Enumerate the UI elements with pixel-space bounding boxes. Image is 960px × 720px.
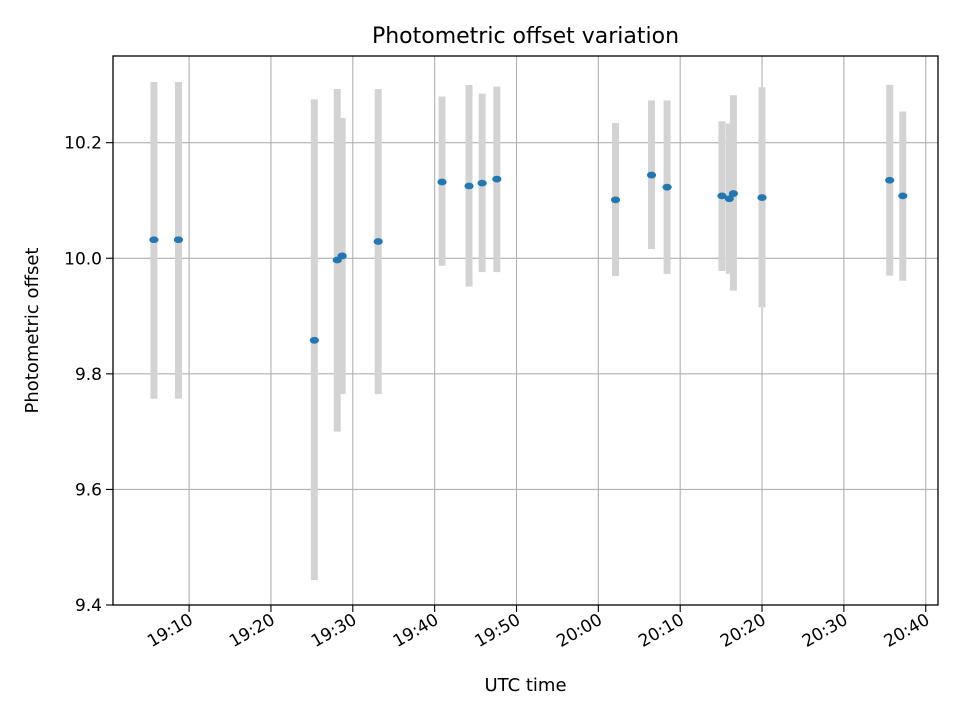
data-point xyxy=(757,194,767,201)
y-axis-label: Photometric offset xyxy=(22,248,43,414)
x-axis-label: UTC time xyxy=(484,675,566,696)
data-point xyxy=(309,336,319,344)
data-point xyxy=(717,192,727,200)
data-point xyxy=(492,175,502,183)
x-tick-label: 20:20 xyxy=(717,610,769,652)
y-tick-label: 9.4 xyxy=(75,596,102,616)
data-points xyxy=(149,171,908,344)
data-point xyxy=(646,171,657,179)
data-point xyxy=(898,192,908,200)
data-point xyxy=(662,183,672,191)
y-tick-label: 9.6 xyxy=(75,480,102,500)
x-tick-label: 19:30 xyxy=(308,610,360,652)
x-tick-label: 20:10 xyxy=(635,610,687,652)
x-tick-label: 20:40 xyxy=(881,610,933,652)
plot-frame xyxy=(112,55,939,606)
x-tick-label: 20:00 xyxy=(553,610,605,652)
x-tick-label: 19:50 xyxy=(472,610,524,652)
chart-title: Photometric offset variation xyxy=(372,24,679,49)
data-point xyxy=(728,190,738,197)
grid xyxy=(113,56,938,606)
error-bars xyxy=(150,82,907,581)
data-point xyxy=(610,196,621,204)
data-point xyxy=(149,236,159,244)
data-point xyxy=(437,178,447,186)
data-point xyxy=(885,176,895,184)
y-tick-label: 9.8 xyxy=(75,365,102,385)
data-point xyxy=(464,182,474,190)
x-tick-label: 19:20 xyxy=(226,610,278,652)
x-tick-label: 19:40 xyxy=(390,610,442,652)
y-axis-ticks: 9.4 9.6 9.8 10.0 10.2 xyxy=(64,134,113,616)
data-point xyxy=(173,236,184,244)
x-tick-label: 20:30 xyxy=(799,610,851,652)
data-point xyxy=(477,179,487,187)
x-tick-label: 19:10 xyxy=(144,610,196,652)
y-tick-label: 10.0 xyxy=(64,249,102,269)
data-point xyxy=(724,195,734,203)
data-point xyxy=(373,238,383,245)
x-axis-ticks: 19:10 19:20 19:30 19:40 19:50 20:00 20:10 20:20… xyxy=(144,605,933,652)
data-point xyxy=(337,252,347,260)
y-tick-label: 10.2 xyxy=(64,134,102,154)
